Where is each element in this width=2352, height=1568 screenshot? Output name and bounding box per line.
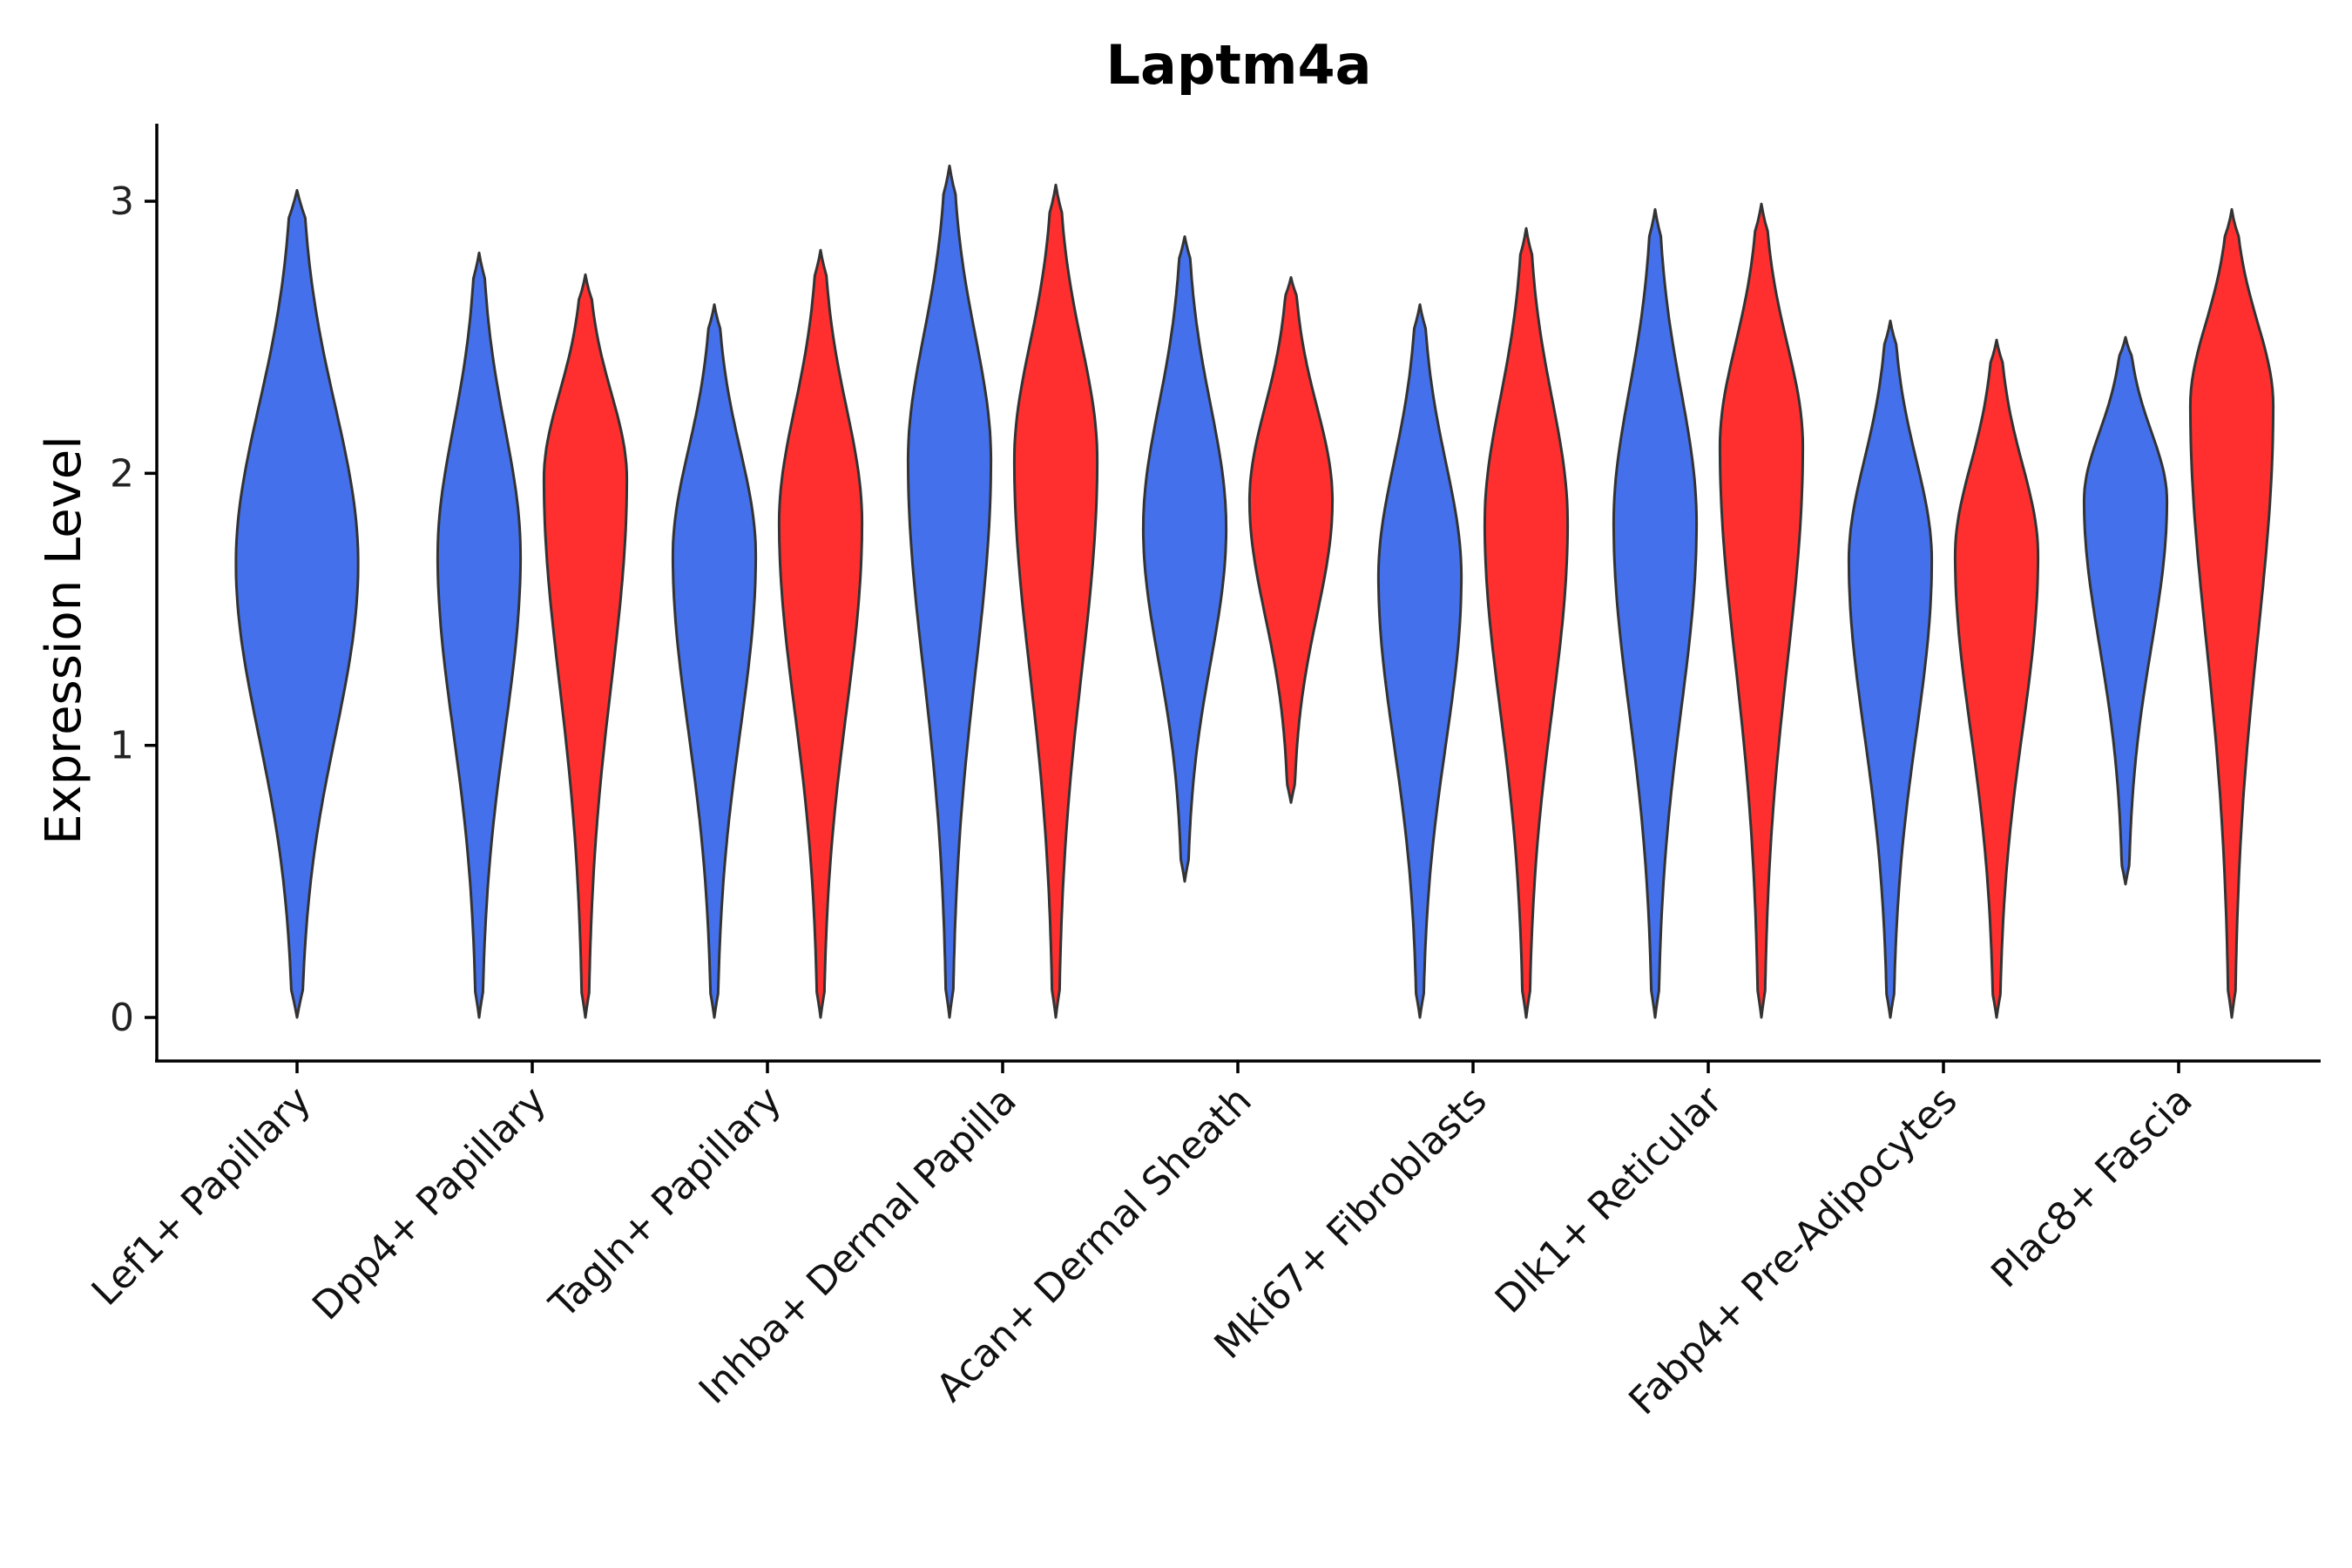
y-tick-label: 1 [110,724,134,768]
violin-layer [234,164,2275,1019]
violin-1-0 [436,251,523,1019]
violin-8-0 [2082,335,2169,886]
x-tick-label: Plac8+ Fascia [1983,1078,2201,1297]
violin-7-0 [1847,319,1934,1019]
violin-series [234,164,2169,1019]
violin-4-0 [1141,235,1228,883]
violin-4-1 [1247,276,1335,804]
x-tick-label: Tagln+ Papillary [541,1078,790,1328]
violin-1-1 [542,273,629,1019]
violin-3-0 [906,164,993,1019]
violin-3-1 [1012,183,1099,1019]
violin-6-1 [1718,202,1805,1019]
x-tick-label: Dpp4+ Papillary [304,1078,555,1329]
x-tick-label: Mki67+ Fibroblasts [1206,1078,1495,1368]
y-tick-label: 0 [110,996,134,1040]
violin-series [542,183,2275,1019]
violin-0-0 [234,189,360,1019]
y-axis-label: Expression Level [36,436,92,845]
chart-title: Laptm4a [1106,33,1372,97]
violin-7-1 [1953,338,2040,1019]
violin-2-0 [671,303,758,1019]
y-ticks: 0 1 2 3 [110,179,157,1040]
x-tick-label: Dlk1+ Reticular [1487,1078,1732,1322]
violin-5-1 [1483,226,1570,1019]
x-tick-label: Lef1+ Papillary [84,1078,320,1315]
violin-2-1 [777,248,864,1019]
violin-6-0 [1612,207,1699,1019]
violin-8-1 [2188,207,2275,1019]
y-tick-label: 3 [110,179,134,224]
y-tick-label: 2 [110,451,134,496]
violin-5-0 [1376,303,1463,1019]
